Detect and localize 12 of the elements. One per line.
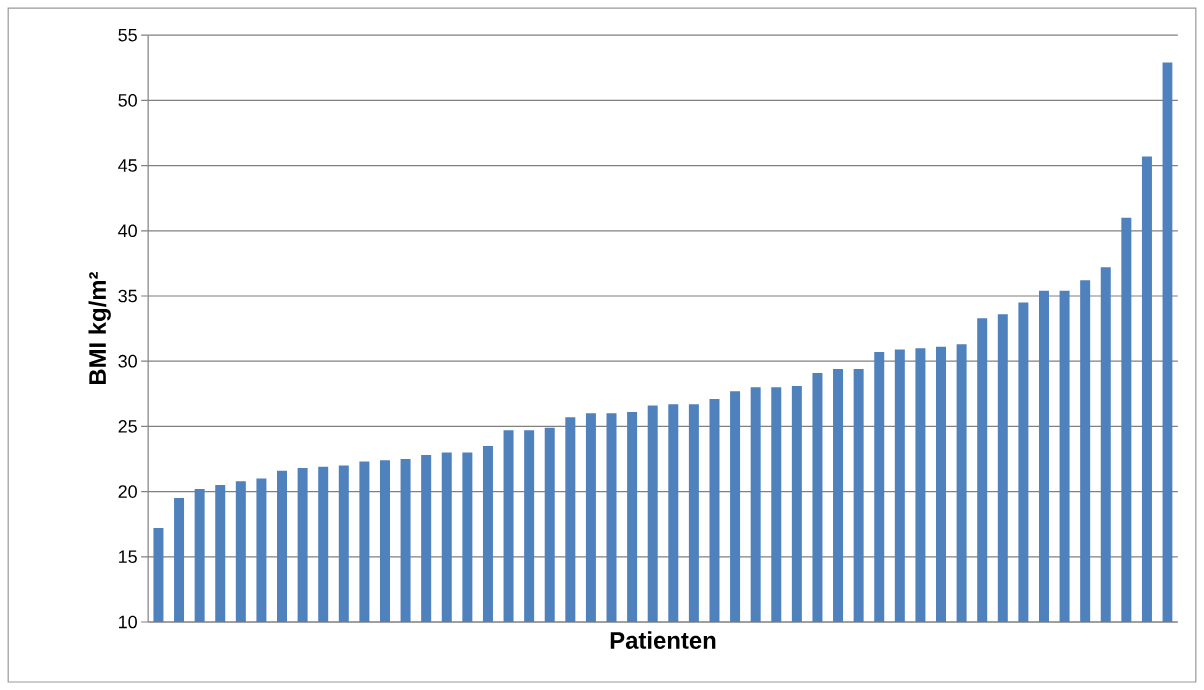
y-tick-label: 50 bbox=[118, 93, 137, 107]
y-tick-label: 20 bbox=[118, 485, 137, 498]
y-tick-label: 30 bbox=[118, 354, 137, 368]
y-tick-label: 55 bbox=[118, 28, 137, 42]
y-axis-title: BMI kg/m² bbox=[88, 271, 111, 385]
y-tick-label: 15 bbox=[119, 550, 137, 563]
y-tick-label: 25 bbox=[118, 419, 137, 433]
y-tick-label: 35 bbox=[118, 289, 137, 303]
y-tick-label: 10 bbox=[119, 615, 137, 629]
y-tick-label: 45 bbox=[118, 159, 137, 172]
x-axis-title: Patienten bbox=[610, 631, 716, 649]
y-tick-label: 40 bbox=[118, 224, 137, 238]
